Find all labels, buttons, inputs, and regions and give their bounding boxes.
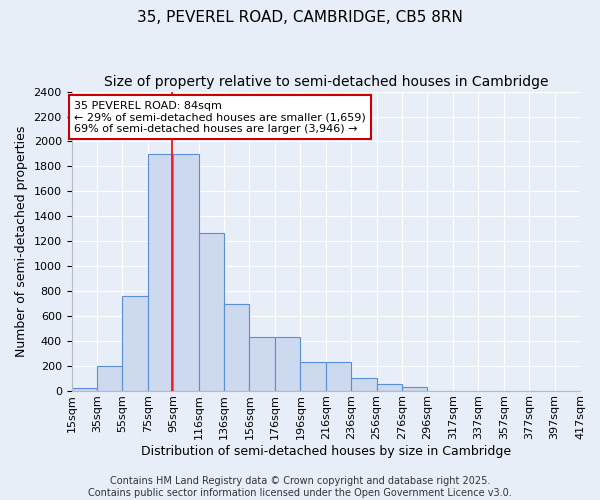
Text: Contains HM Land Registry data © Crown copyright and database right 2025.
Contai: Contains HM Land Registry data © Crown c… bbox=[88, 476, 512, 498]
Bar bbox=[301, 362, 326, 391]
Bar bbox=[199, 232, 224, 391]
Text: 35, PEVEREL ROAD, CAMBRIDGE, CB5 8RN: 35, PEVEREL ROAD, CAMBRIDGE, CB5 8RN bbox=[137, 10, 463, 25]
Bar bbox=[224, 304, 250, 391]
Bar bbox=[478, 390, 504, 391]
Bar bbox=[351, 378, 377, 391]
Bar bbox=[554, 390, 580, 391]
Bar bbox=[504, 390, 529, 391]
Bar bbox=[71, 388, 97, 391]
Bar bbox=[377, 384, 402, 391]
Bar bbox=[275, 338, 301, 391]
Bar bbox=[122, 296, 148, 391]
Bar bbox=[453, 390, 478, 391]
Title: Size of property relative to semi-detached houses in Cambridge: Size of property relative to semi-detach… bbox=[104, 75, 548, 89]
Bar bbox=[427, 390, 453, 391]
X-axis label: Distribution of semi-detached houses by size in Cambridge: Distribution of semi-detached houses by … bbox=[141, 444, 511, 458]
Text: 35 PEVEREL ROAD: 84sqm
← 29% of semi-detached houses are smaller (1,659)
69% of : 35 PEVEREL ROAD: 84sqm ← 29% of semi-det… bbox=[74, 100, 366, 134]
Bar bbox=[250, 338, 275, 391]
Bar bbox=[148, 154, 173, 391]
Bar bbox=[402, 388, 427, 391]
Bar bbox=[326, 362, 351, 391]
Bar bbox=[529, 390, 554, 391]
Bar bbox=[97, 366, 122, 391]
Bar bbox=[173, 154, 199, 391]
Y-axis label: Number of semi-detached properties: Number of semi-detached properties bbox=[15, 126, 28, 357]
